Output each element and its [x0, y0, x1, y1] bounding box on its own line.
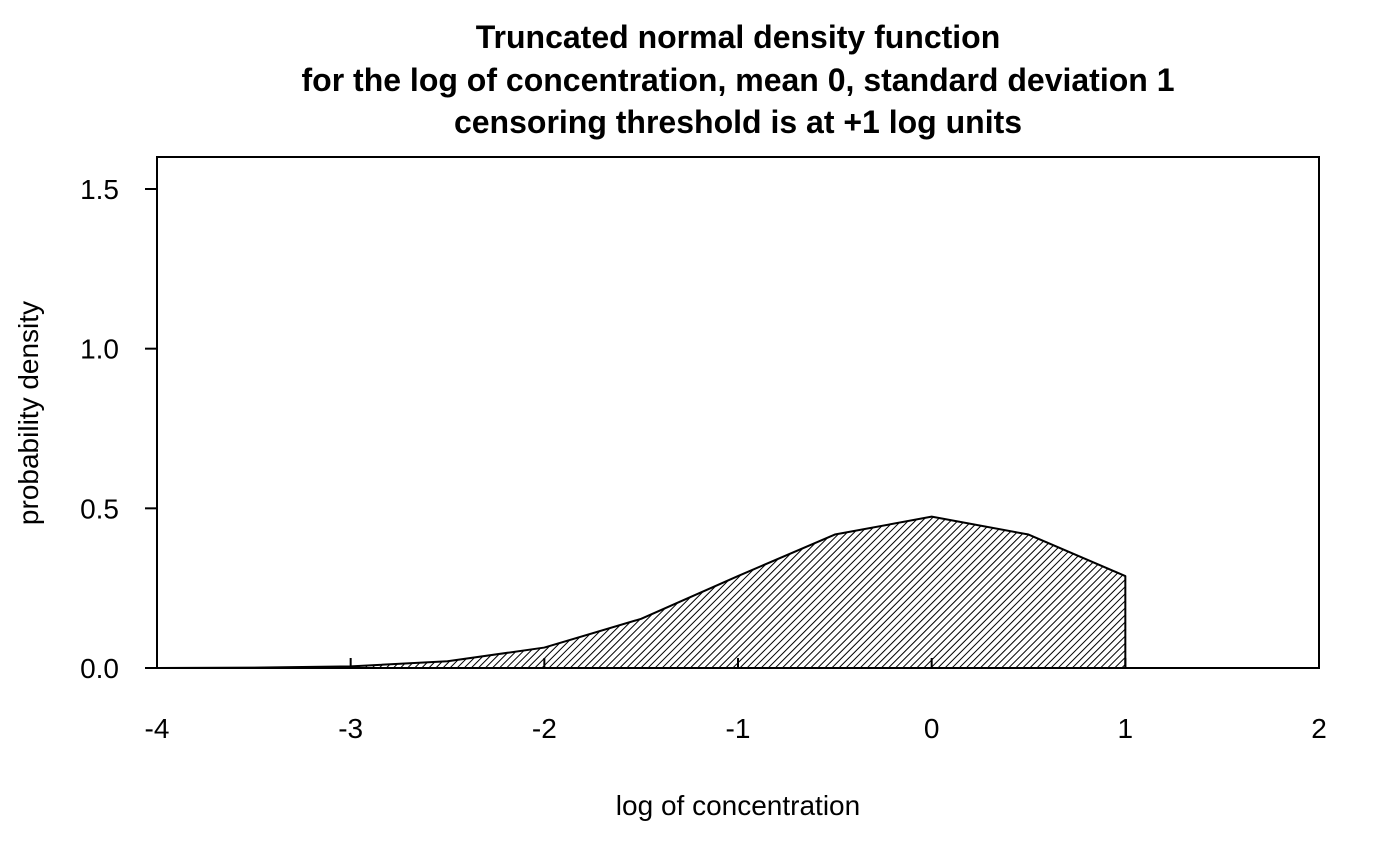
title-line-1: Truncated normal density function	[476, 19, 1001, 55]
x-tick-label: 0	[924, 713, 940, 744]
y-tick-label: 1.5	[80, 174, 119, 205]
title-line-3: censoring threshold is at +1 log units	[454, 104, 1022, 140]
x-tick-label: -4	[145, 713, 170, 744]
y-tick-label: 1.0	[80, 334, 119, 365]
y-tick-label: 0.5	[80, 493, 119, 524]
x-tick-label: -2	[532, 713, 557, 744]
x-tick-label: -3	[338, 713, 363, 744]
x-tick-label: -1	[726, 713, 751, 744]
x-tick-label: 1	[1118, 713, 1134, 744]
y-tick-label: 0.0	[80, 653, 119, 684]
chart-title: Truncated normal density function for th…	[301, 19, 1174, 140]
plot-area: 0.0 0.5 1.0 1.5 -4 -3 -2 -1 0 1 2	[80, 156, 1327, 744]
title-line-2: for the log of concentration, mean 0, st…	[301, 62, 1174, 98]
x-axis-label: log of concentration	[616, 790, 860, 821]
density-area	[156, 515, 1127, 669]
y-axis-label: probability density	[13, 301, 44, 525]
x-tick-label: 2	[1311, 713, 1327, 744]
